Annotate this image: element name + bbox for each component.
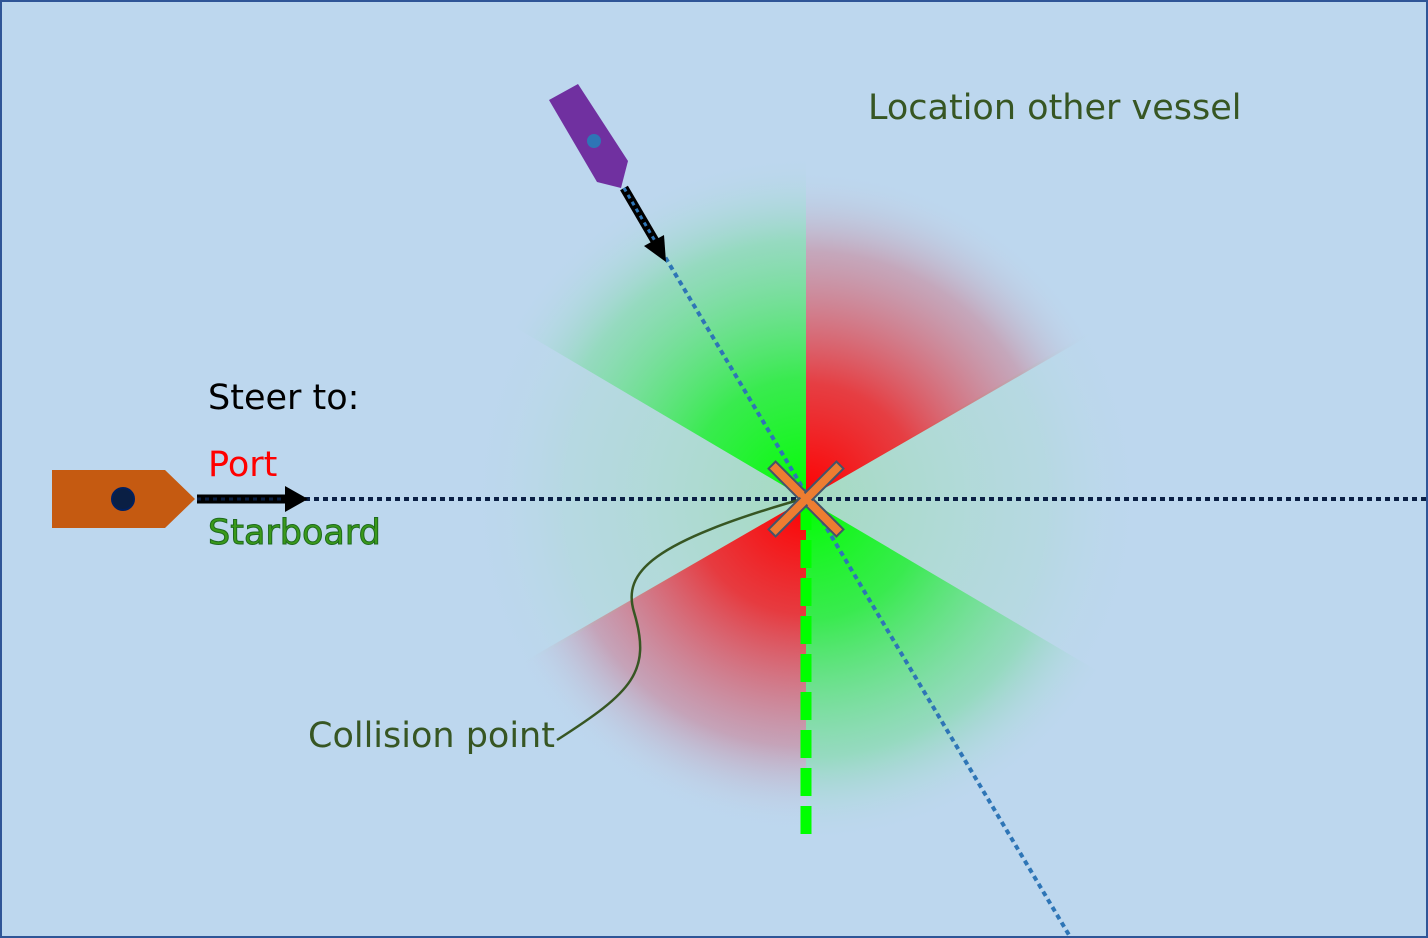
x-cross-icon: [767, 460, 845, 538]
port-label: Port: [208, 445, 278, 485]
starboard-label: Starboard: [208, 513, 382, 554]
starboard-sector-lower-right: [806, 499, 1106, 845]
other-vessel-icon: [549, 84, 628, 188]
other-vessel-location-label: Location other vessel: [868, 88, 1242, 128]
steer-to-label: Steer to:: [208, 378, 360, 418]
own-vessel-icon: [52, 470, 195, 528]
other-vessel-arrow: [620, 185, 666, 262]
collision-point-label: Collision point: [308, 716, 555, 756]
own-vessel-arrow: [197, 486, 308, 512]
port-sector-upper-right: [806, 168, 1092, 499]
collision-callout-line: [556, 497, 803, 742]
starboard-sector-upper-left: [506, 153, 806, 499]
other-course-line: [622, 186, 1072, 936]
port-sector-lower-left: [520, 499, 806, 830]
